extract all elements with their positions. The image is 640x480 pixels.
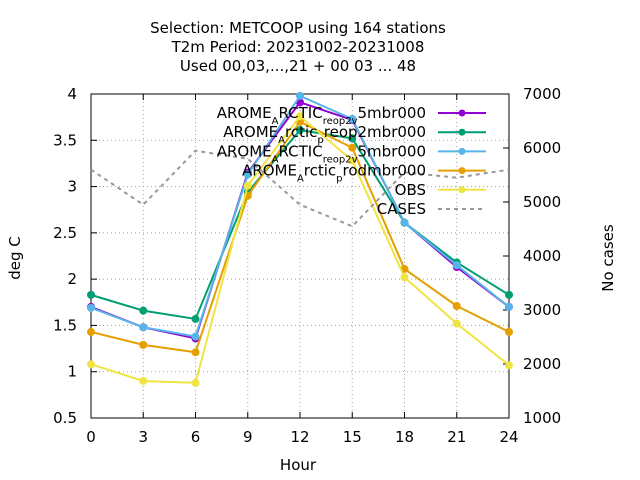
legend-label: CASES <box>377 200 426 218</box>
y2-tick-label: 1000 <box>523 409 561 427</box>
series-4: 1.431.291.212.93.73.422.111.711.43 <box>87 117 513 357</box>
data-point: 3.13 <box>243 170 252 179</box>
legend-swatch-marker <box>458 167 466 175</box>
data-point: 0.88 <box>191 378 200 387</box>
x-tick-label: 9 <box>243 428 253 446</box>
data-point: 2.61 <box>400 218 409 227</box>
x-tick-label: 12 <box>290 428 309 446</box>
legend-label: AROMEARCTICreop2v5mbr000 <box>217 142 426 165</box>
y2-axis-label: No cases <box>599 224 617 292</box>
x-tick-label: 15 <box>343 428 362 446</box>
y-tick-label: 1 <box>67 363 77 381</box>
title-line-1: Selection: METCOOP using 164 stations <box>150 19 446 37</box>
legend-swatch-marker <box>458 186 466 194</box>
data-point: 1.43 <box>87 327 95 336</box>
y-tick-label: 2.5 <box>53 224 77 242</box>
data-point: 3.01 <box>243 181 252 190</box>
tick-labels: 0 3 6 9 12 15 18 21 240.511.522.533.541000200030… <box>53 85 561 446</box>
legend-label: AROMEArcticpreop2mbr000 <box>223 123 426 146</box>
data-point: 3.61 <box>296 126 304 135</box>
series-6 <box>90 149 510 228</box>
legend-swatch-marker <box>458 109 466 117</box>
data-point: 2.15 <box>452 261 461 270</box>
data-point: 1.38 <box>191 332 200 341</box>
x-axis-label: Hour <box>280 456 317 474</box>
data-point: 0.9 <box>139 376 148 385</box>
y-tick-label: 4 <box>67 85 77 103</box>
data-point: 1.69 <box>87 303 95 312</box>
data-point: 3.28 <box>348 156 357 165</box>
data-point: 1.07 <box>505 361 513 370</box>
series-5: 1.08 0.9 0.88 3.01 3.76 3.28 2.02 1.52 1.07 <box>87 112 513 387</box>
x-tick-label: 3 <box>138 428 148 446</box>
y-tick-label: 2 <box>67 270 77 288</box>
legend-item-3: AROMEARCTICreop2v5mbr000 <box>217 142 486 165</box>
series-group: 1.71.481.363.153.913.722.612.131.71.831.… <box>87 91 513 387</box>
legend-item-5: OBS <box>395 181 486 199</box>
x-tick-label: 24 <box>499 428 518 446</box>
legend-label: AROMEARCTICreop2v5mbr000 <box>217 104 426 127</box>
x-tick-label: 21 <box>447 428 466 446</box>
legend-swatch-marker <box>458 147 466 155</box>
data-point: 1.71 <box>452 301 461 310</box>
title-line-3: Used 00,03,...,21 + 00 03 ... 48 <box>180 57 416 75</box>
y-tick-label: 1.5 <box>53 316 77 334</box>
y-axis-label: deg C <box>6 236 24 280</box>
y2-tick-label: 7000 <box>523 85 561 103</box>
y2-tick-label: 6000 <box>523 139 561 157</box>
x-tick-label: 6 <box>191 428 201 446</box>
legend-label: OBS <box>395 181 426 199</box>
data-point: 1.83 <box>87 290 95 299</box>
y-tick-label: 3.5 <box>53 131 77 149</box>
y2-tick-label: 2000 <box>523 355 561 373</box>
data-point: 1.29 <box>139 340 148 349</box>
y2-tick-label: 3000 <box>523 301 561 319</box>
data-point: 1.08 <box>87 360 95 369</box>
data-point: 1.52 <box>452 319 461 328</box>
legend-item-1: AROMEARCTICreop2v5mbr000 <box>217 104 486 127</box>
data-point: 3.73 <box>348 114 357 123</box>
series-line <box>90 149 510 228</box>
data-point: 1.21 <box>191 348 200 357</box>
x-tick-label: 18 <box>395 428 414 446</box>
y2-tick-label: 4000 <box>523 247 561 265</box>
legend-label: AROMEArcticprodmbr000 <box>242 162 426 185</box>
legend-swatch-marker <box>458 128 466 136</box>
title-line-2: T2m Period: 20231002-20231008 <box>171 38 425 56</box>
data-point: 1.48 <box>139 323 148 332</box>
grid <box>91 94 509 418</box>
legend-item-2: AROMEArcticpreop2mbr000 <box>223 123 486 146</box>
data-point: 1.57 <box>191 314 200 323</box>
data-point: 1.83 <box>505 290 513 299</box>
data-point: 1.66 <box>139 306 148 315</box>
data-point: 3.98 <box>296 91 304 100</box>
legend-item-4: AROMEArcticprodmbr000 <box>242 162 486 185</box>
x-tick-label: 0 <box>86 428 96 446</box>
legend-item-6: CASES <box>377 200 486 218</box>
y2-tick-label: 5000 <box>523 193 561 211</box>
data-point: 3.42 <box>348 143 357 152</box>
legend: AROMEARCTICreop2v5mbr000AROMEArcticpreop… <box>217 104 486 218</box>
series-3: 1.69 1.48 1.38 3.13 3.98 3.73 2.61 2.15 1.7 <box>87 91 513 341</box>
y-tick-label: 0.5 <box>53 409 77 427</box>
chart-title: Selection: METCOOP using 164 stations T2… <box>150 19 446 75</box>
data-point: 3.52 <box>348 134 357 143</box>
y-tick-label: 3 <box>67 178 77 196</box>
data-point: 1.43 <box>505 327 513 336</box>
data-point: 2.02 <box>400 273 409 282</box>
data-point: 1.7 <box>505 302 513 311</box>
data-point: 3.76 <box>296 112 304 121</box>
